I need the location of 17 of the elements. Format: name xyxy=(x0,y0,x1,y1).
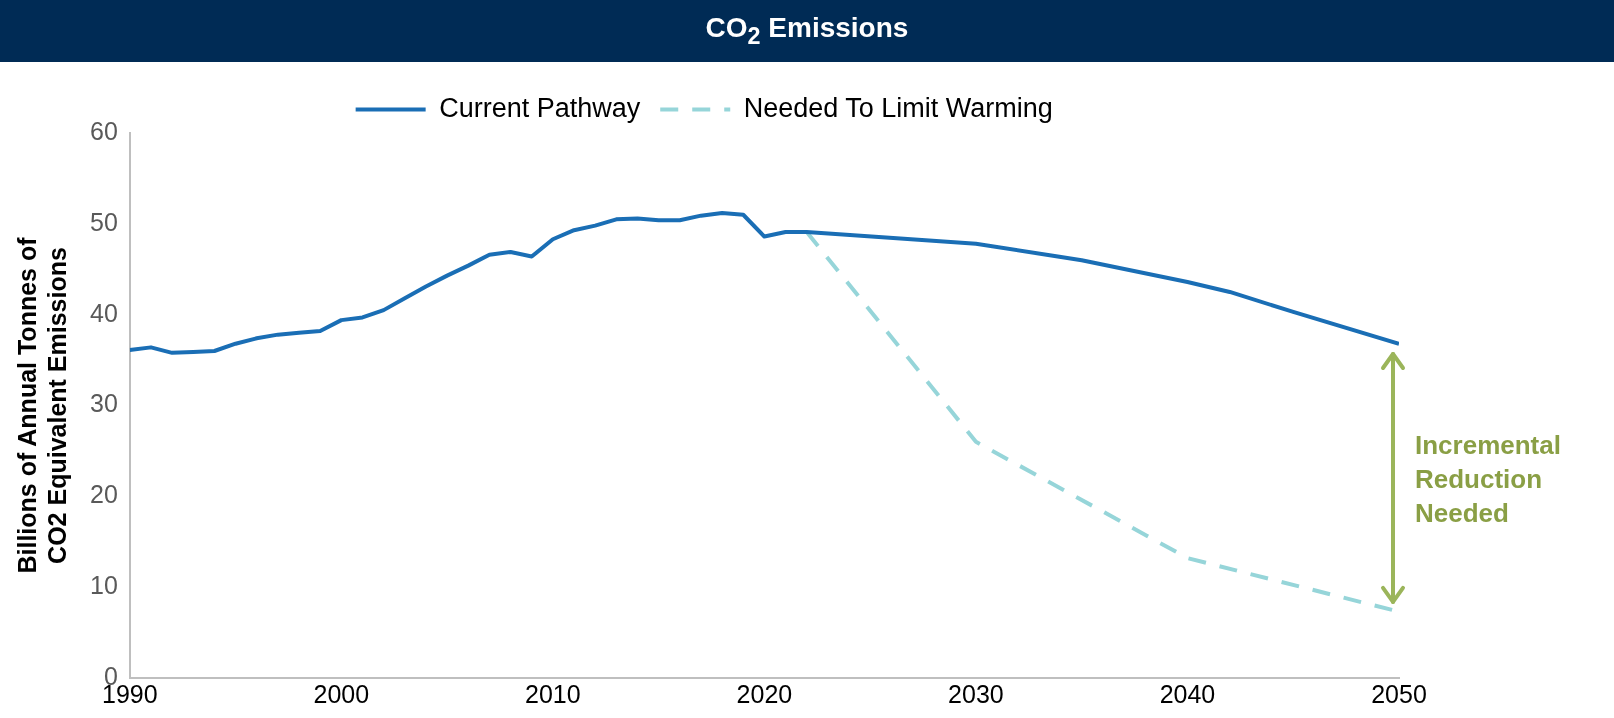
y-tick-label: 10 xyxy=(90,571,118,600)
x-tick-label: 2030 xyxy=(948,679,1004,708)
x-tick-label: 2000 xyxy=(313,679,370,708)
chart-title: CO$_{2}$ Emissions xyxy=(705,12,909,50)
x-tick-label: 2040 xyxy=(1159,679,1216,708)
x-tick-label: 2050 xyxy=(1371,679,1427,708)
y-tick-label: 60 xyxy=(90,116,118,145)
x-tick-label: 2010 xyxy=(525,679,581,708)
y-tick-label: 50 xyxy=(90,207,118,236)
legend-label: Current Pathway xyxy=(439,92,641,123)
y-axis-title: Billions of Annual Tonnes of CO2 Equivalent Emissions xyxy=(12,236,71,574)
x-tick-label: 2020 xyxy=(736,679,793,708)
text: Incremental Reduction Needed xyxy=(1415,428,1562,530)
legend-label: Needed To Limit Warming xyxy=(743,92,1053,123)
y-tick-label: 30 xyxy=(90,389,118,418)
y-tick-label: 40 xyxy=(90,298,118,327)
y-tick-label: 20 xyxy=(90,480,118,509)
